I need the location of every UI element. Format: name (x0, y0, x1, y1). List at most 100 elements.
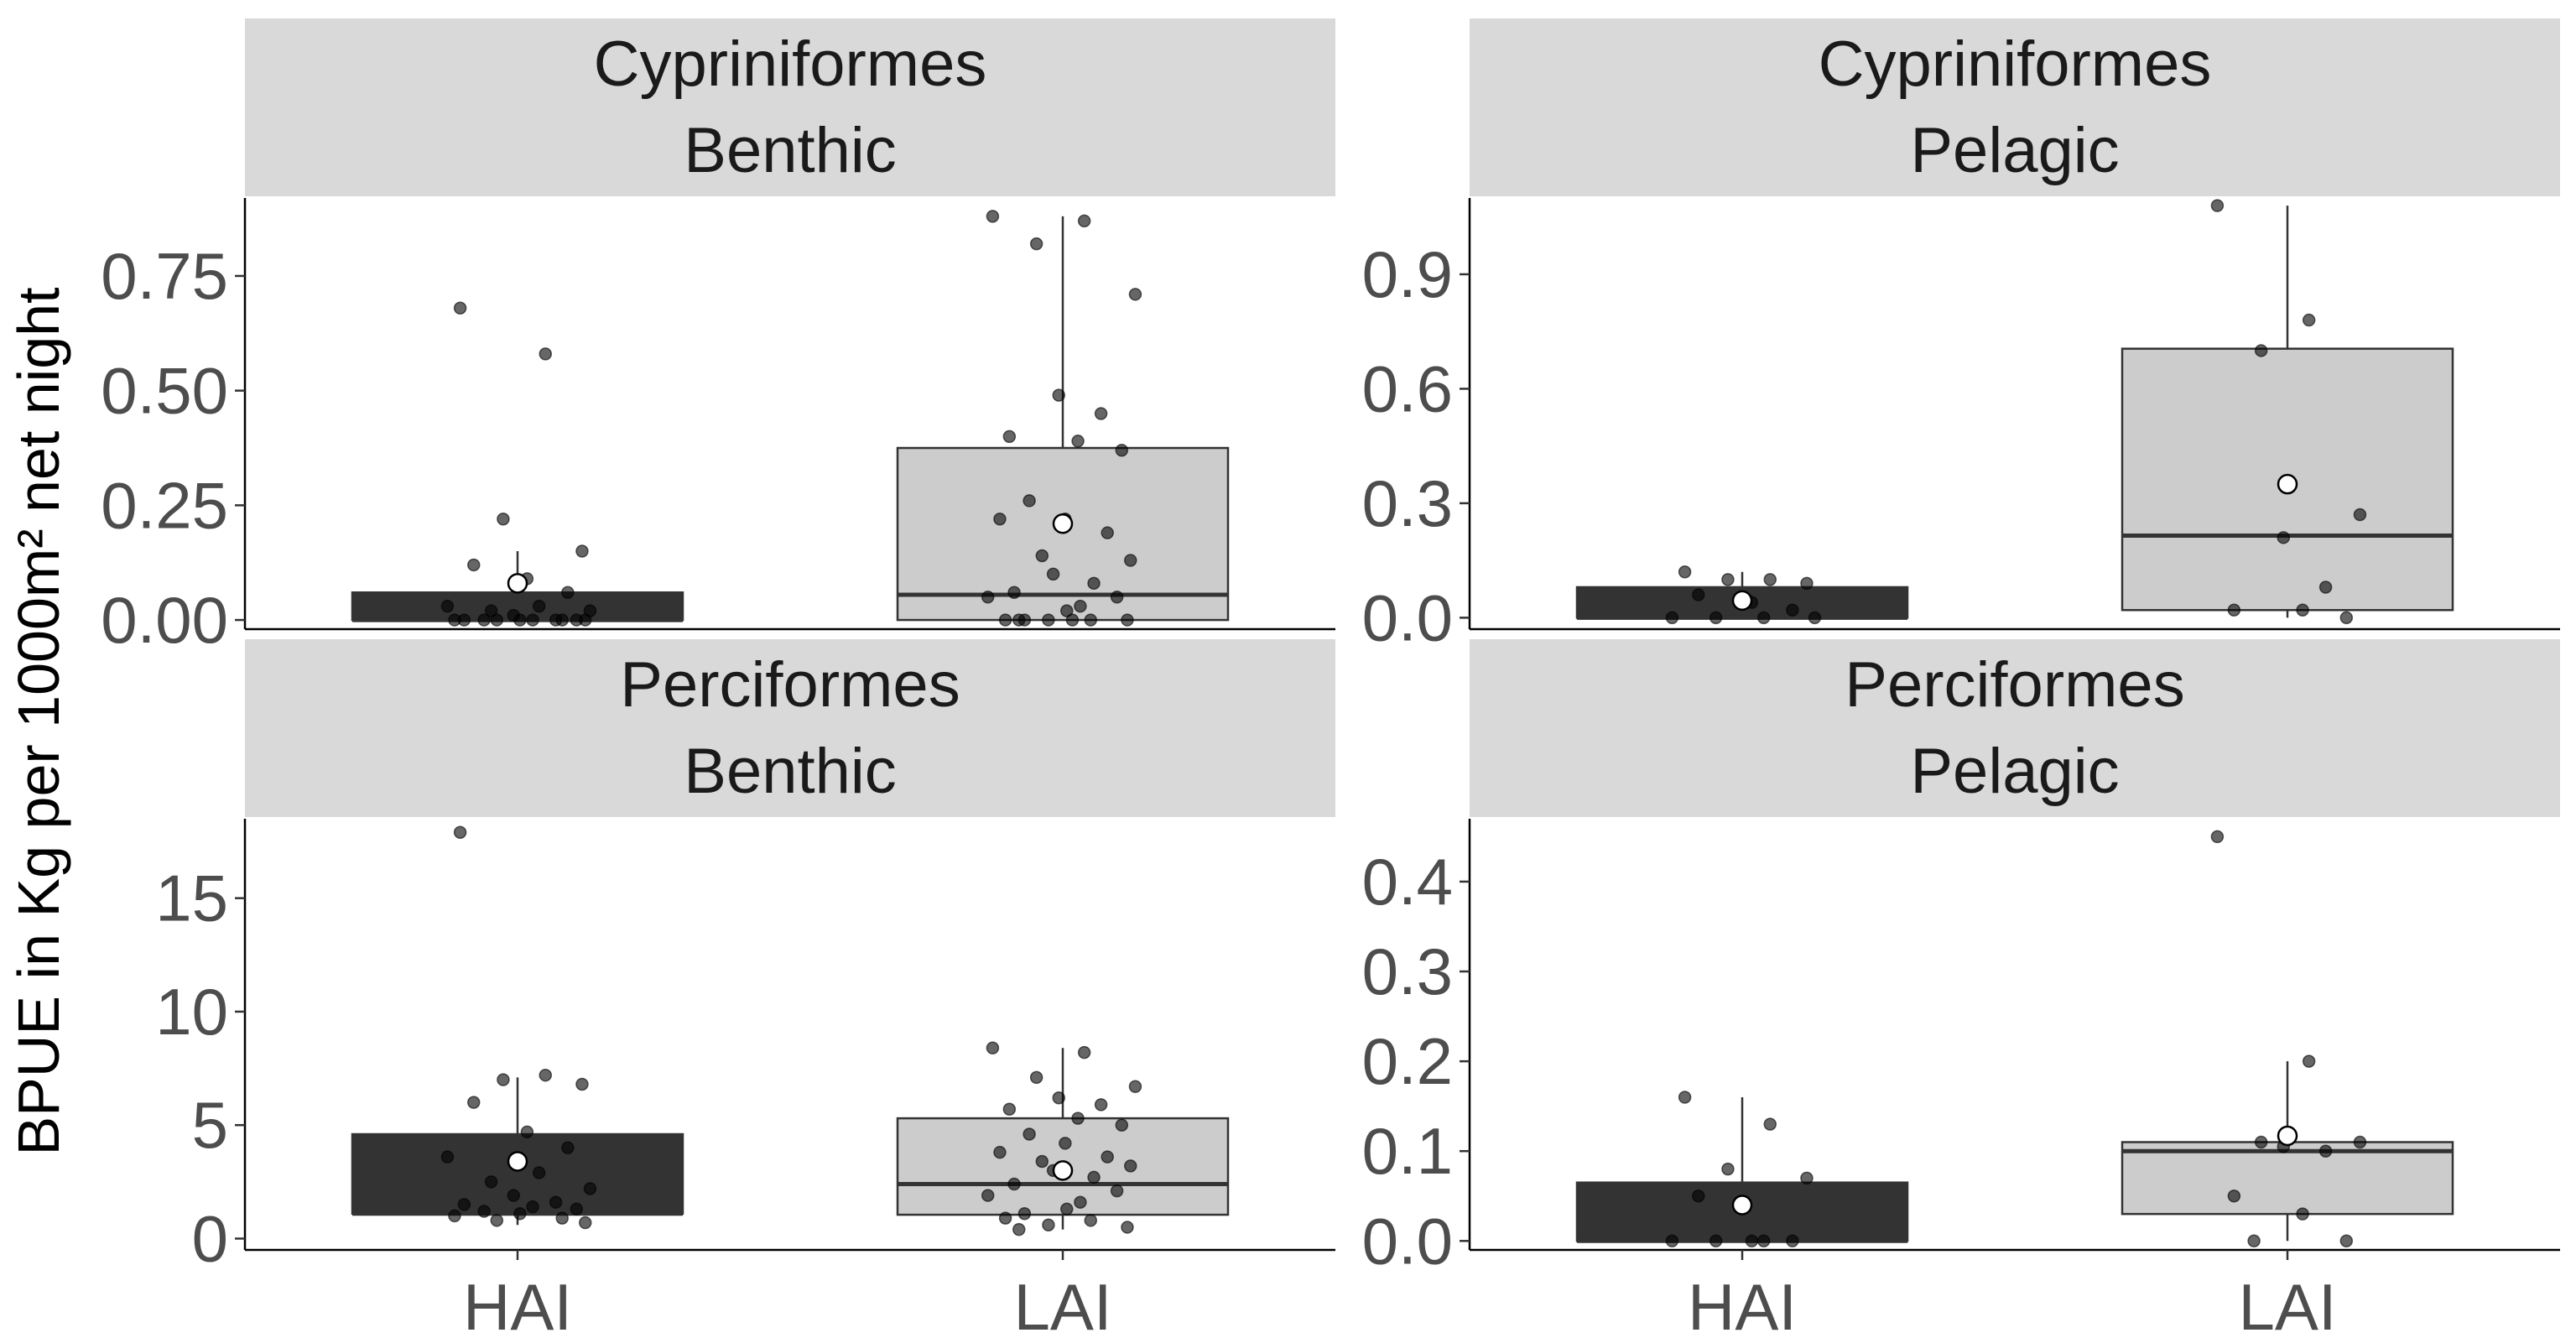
data-point (1002, 1102, 1017, 1117)
data-point (1077, 214, 1091, 228)
data-point (532, 1166, 546, 1179)
y-tick-label: 10 (155, 975, 228, 1049)
data-point (1007, 1177, 1021, 1191)
data-point (2302, 1054, 2316, 1068)
y-tick-label: 0.2 (1362, 1024, 1453, 1098)
data-point (526, 1200, 539, 1214)
data-point (993, 513, 1007, 526)
y-tick-label: 0 (192, 1201, 228, 1275)
data-point (1084, 1214, 1097, 1227)
data-point (2302, 313, 2316, 327)
data-point (1023, 494, 1036, 508)
data-point (1721, 573, 1735, 586)
data-point (1115, 443, 1129, 457)
data-point (993, 1145, 1007, 1159)
mean-point (1731, 590, 1753, 612)
data-point (1094, 407, 1108, 420)
data-point (1046, 567, 1060, 581)
plot-root: CypriniformesBenthic0.000.250.500.75Cypr… (101, 18, 2560, 1338)
data-point (526, 613, 539, 627)
data-point (1101, 1150, 1114, 1164)
data-point (1065, 613, 1080, 627)
y-tick-label: 0.4 (1362, 845, 1453, 919)
data-point (1007, 586, 1021, 600)
x-tick-label: LAI (2238, 1270, 2336, 1338)
data-point (2254, 344, 2268, 357)
data-point (1042, 1218, 1055, 1231)
facet-strip-order: Cypriniformes (594, 29, 987, 100)
data-point (440, 599, 455, 613)
y-tick-label: 0.3 (1362, 935, 1453, 1008)
data-point (1800, 1171, 1814, 1185)
data-point (2277, 531, 2290, 544)
y-tick-label: 0.0 (1362, 580, 1453, 654)
data-point (575, 1077, 589, 1091)
data-point (520, 1125, 534, 1139)
y-tick-label: 0.00 (101, 583, 228, 657)
data-point (1786, 603, 1799, 617)
data-point (477, 1205, 491, 1218)
data-point (579, 613, 592, 627)
data-point (570, 1202, 584, 1216)
box-lai (896, 446, 1230, 622)
data-point (1800, 576, 1814, 591)
data-point (513, 613, 527, 627)
data-point (1763, 573, 1777, 586)
data-point (1002, 430, 1017, 444)
data-point (579, 1216, 592, 1230)
mean-point (507, 573, 528, 594)
data-point (981, 590, 995, 604)
data-point (477, 613, 491, 627)
y-tick-label: 0.1 (1362, 1114, 1453, 1188)
data-point (440, 1150, 455, 1164)
data-point (453, 825, 467, 839)
box-lai (2121, 1141, 2454, 1216)
data-point (561, 586, 575, 600)
data-point (1678, 1091, 1692, 1104)
data-point (1808, 611, 1822, 625)
data-point (1128, 1080, 1142, 1093)
mean-point (1052, 513, 1074, 534)
data-point (1071, 1112, 1085, 1125)
box-hai (351, 1132, 684, 1215)
data-point (1124, 554, 1137, 567)
data-point (1059, 1137, 1072, 1150)
data-point (467, 1096, 481, 1109)
data-point (539, 347, 552, 361)
facet-panel: Cypriniformes Pelagic 0.0 0.3 0.6 0.9 (1362, 18, 2560, 654)
data-point (998, 613, 1012, 627)
x-tick-label: HAI (1688, 1270, 1797, 1338)
data-point (2227, 603, 2241, 617)
data-point (513, 1206, 527, 1221)
facet-panel: Perciformes Benthic 0 5 10 15 HAI LAI (155, 639, 1335, 1338)
data-point (998, 1211, 1012, 1225)
facet-panel: Perciformes Pelagic 0.0 0.1 0.2 0.3 0.4 HAI LAI (1362, 639, 2560, 1338)
data-point (1023, 1127, 1036, 1141)
data-point (1017, 1206, 1032, 1221)
data-point (1121, 613, 1134, 627)
data-point (507, 1189, 520, 1202)
data-point (1101, 526, 1114, 539)
data-point (1721, 1162, 1735, 1176)
data-point (1087, 1170, 1101, 1184)
y-tick-label: 0.9 (1362, 237, 1453, 311)
y-tick-label: 0.3 (1362, 466, 1453, 540)
data-point (986, 210, 1000, 223)
y-tick-label: 0.6 (1362, 351, 1453, 425)
data-point (1094, 1098, 1108, 1112)
data-point (2296, 1207, 2309, 1221)
data-point (1756, 611, 1771, 625)
facet-strip-habitat: Pelagic (1910, 115, 2119, 186)
data-point (1035, 1154, 1049, 1169)
data-point (448, 613, 461, 627)
data-point (2339, 611, 2354, 625)
data-point (1124, 1159, 1137, 1173)
data-point (539, 1068, 552, 1082)
data-point (575, 544, 589, 558)
data-point (1128, 288, 1142, 301)
y-tick-label: 0.75 (101, 239, 228, 313)
data-point (1665, 1234, 1679, 1248)
mean-point (1052, 1160, 1074, 1181)
data-point (555, 1211, 569, 1225)
